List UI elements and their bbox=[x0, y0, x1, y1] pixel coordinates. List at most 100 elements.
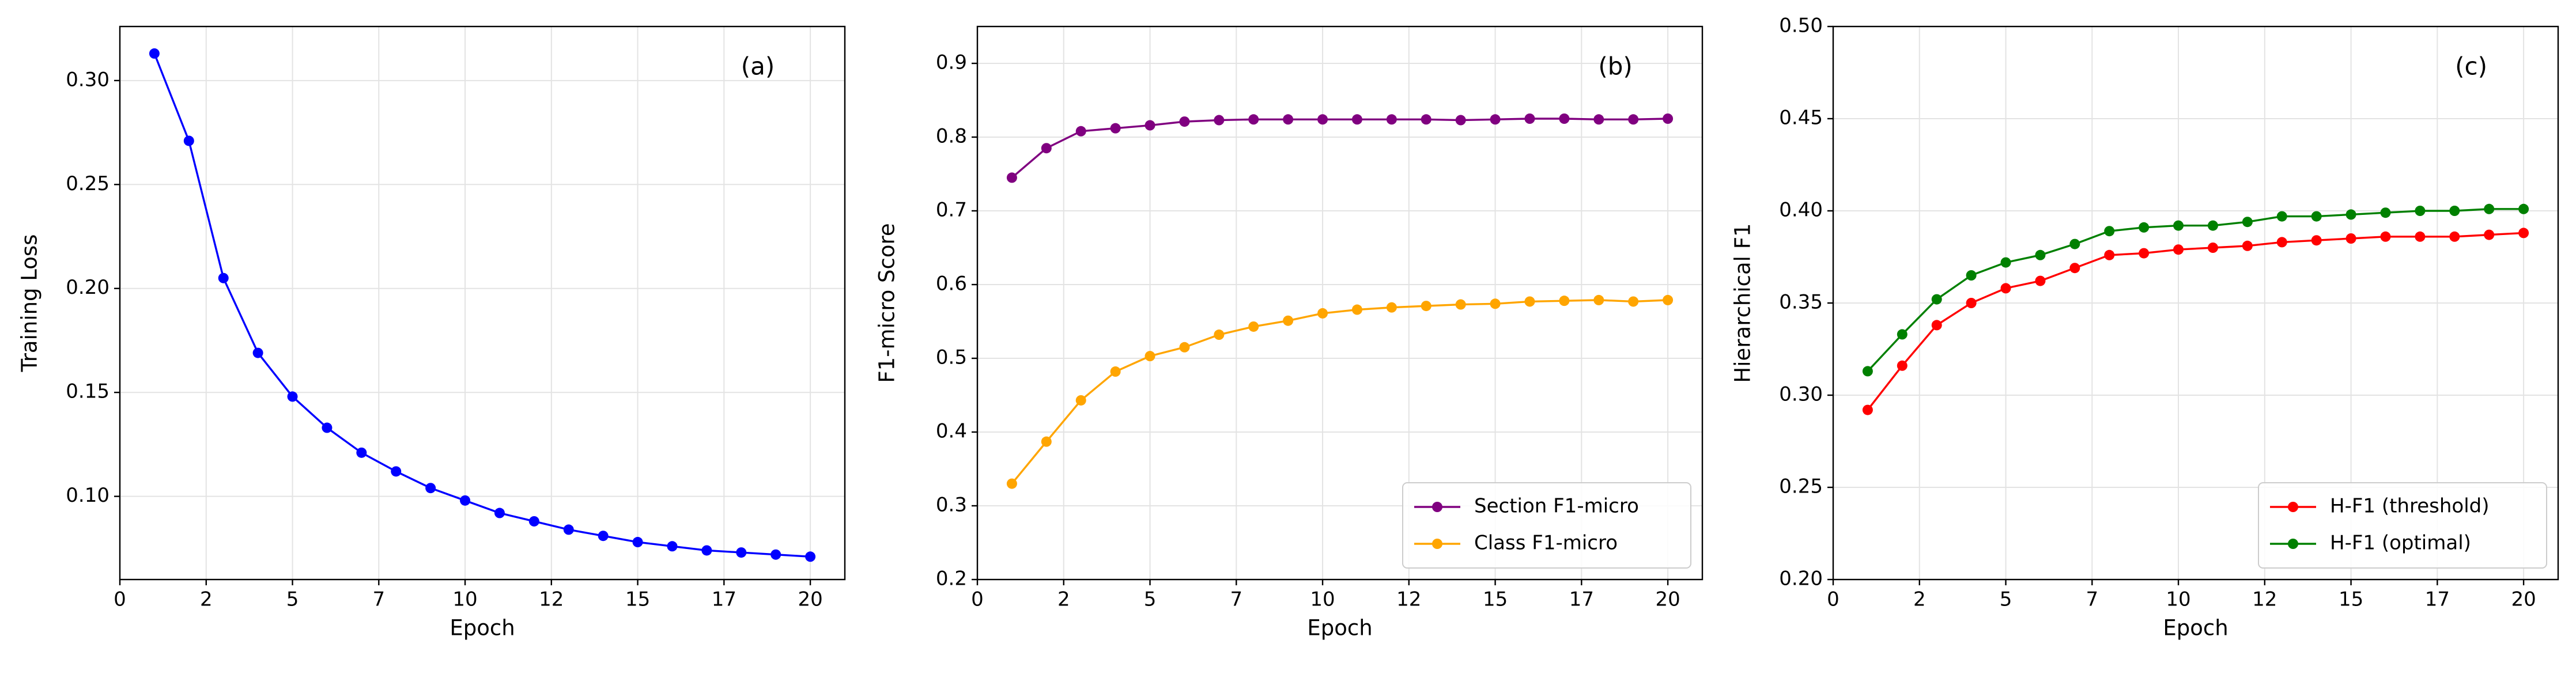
data-point bbox=[2069, 238, 2080, 249]
data-point bbox=[2311, 211, 2322, 222]
legend-marker bbox=[1432, 502, 1442, 512]
data-point bbox=[1351, 304, 1362, 315]
x-tick-label: 0 bbox=[114, 588, 126, 611]
data-point bbox=[2345, 233, 2356, 244]
data-point bbox=[1145, 120, 1155, 131]
data-point bbox=[1386, 114, 1397, 125]
series-line bbox=[1011, 299, 1668, 484]
data-point bbox=[1041, 436, 1052, 447]
x-tick-label: 5 bbox=[286, 588, 299, 611]
data-point bbox=[356, 447, 367, 458]
x-tick-label: 20 bbox=[2511, 588, 2536, 611]
data-point bbox=[287, 391, 298, 402]
x-tick-label: 12 bbox=[2252, 588, 2277, 611]
data-point bbox=[2104, 226, 2115, 237]
data-point bbox=[1145, 351, 1155, 362]
data-point bbox=[2104, 249, 2115, 260]
plot-frame bbox=[1832, 25, 2559, 581]
data-point bbox=[1386, 302, 1397, 313]
data-point bbox=[1179, 342, 1190, 353]
data-point bbox=[1317, 114, 1328, 125]
data-point bbox=[2276, 211, 2287, 222]
x-tick-label: 17 bbox=[712, 588, 736, 611]
y-tick-label: 0.25 bbox=[1779, 475, 1823, 498]
data-point bbox=[2484, 203, 2495, 214]
data-point bbox=[1966, 270, 1977, 281]
x-tick-label: 2 bbox=[200, 588, 213, 611]
y-tick-label: 0.30 bbox=[1779, 383, 1823, 406]
y-tick-label: 0.15 bbox=[66, 380, 109, 403]
data-point bbox=[1283, 114, 1294, 125]
data-point bbox=[667, 541, 678, 552]
data-point bbox=[494, 508, 505, 518]
data-point bbox=[1524, 113, 1535, 124]
y-tick-label: 0.10 bbox=[66, 484, 109, 507]
data-point bbox=[701, 545, 712, 556]
data-point bbox=[1421, 114, 1431, 125]
x-tick-label: 20 bbox=[1655, 588, 1680, 611]
series-line bbox=[153, 53, 811, 558]
data-point bbox=[1593, 114, 1604, 125]
y-tick-label: 0.40 bbox=[1779, 199, 1823, 222]
data-point bbox=[1248, 114, 1259, 125]
data-point bbox=[1490, 114, 1501, 125]
series-line bbox=[1867, 208, 2524, 372]
data-point bbox=[2484, 229, 2495, 240]
x-tick-label: 10 bbox=[452, 588, 477, 611]
data-point bbox=[1075, 126, 1086, 137]
data-point bbox=[1862, 366, 1873, 377]
data-point bbox=[1214, 115, 1225, 126]
x-tick-label: 17 bbox=[2425, 588, 2450, 611]
data-point bbox=[2069, 263, 2080, 274]
x-tick-label: 12 bbox=[539, 588, 564, 611]
data-point bbox=[2380, 231, 2391, 242]
data-point bbox=[2207, 220, 2218, 231]
legend-marker bbox=[2288, 539, 2298, 549]
y-tick-label: 0.25 bbox=[66, 172, 109, 195]
data-point bbox=[2415, 206, 2426, 216]
data-point bbox=[2000, 283, 2011, 294]
x-axis-label: Epoch bbox=[450, 616, 515, 641]
data-point bbox=[425, 483, 436, 494]
legend-label: Class F1-micro bbox=[1474, 532, 1618, 555]
data-point bbox=[1559, 296, 1570, 306]
data-point bbox=[391, 466, 402, 477]
data-point bbox=[1455, 299, 1466, 310]
x-axis-label: Epoch bbox=[1307, 616, 1372, 641]
data-point bbox=[736, 547, 747, 558]
x-tick-label: 15 bbox=[1483, 588, 1508, 611]
data-point bbox=[528, 516, 539, 527]
x-tick-label: 0 bbox=[971, 588, 984, 611]
data-point bbox=[770, 549, 781, 560]
data-point bbox=[149, 48, 160, 59]
legend-label: Section F1-micro bbox=[1474, 495, 1639, 518]
data-point bbox=[2276, 237, 2287, 248]
x-tick-label: 2 bbox=[1057, 588, 1070, 611]
y-tick-label: 0.8 bbox=[936, 125, 967, 148]
data-point bbox=[598, 531, 609, 542]
data-point bbox=[1075, 395, 1086, 406]
x-tick-label: 12 bbox=[1396, 588, 1421, 611]
y-axis-label: F1-micro Score bbox=[875, 223, 900, 383]
legend-marker bbox=[1432, 539, 1442, 549]
y-tick-label: 0.5 bbox=[936, 346, 967, 369]
x-tick-label: 7 bbox=[1230, 588, 1242, 611]
x-tick-label: 15 bbox=[2339, 588, 2363, 611]
panel-label: (a) bbox=[741, 52, 775, 81]
y-tick-label: 0.35 bbox=[1779, 291, 1823, 314]
data-point bbox=[2035, 249, 2046, 260]
legend-box bbox=[1402, 482, 1691, 569]
data-point bbox=[252, 347, 263, 358]
legend-marker bbox=[2288, 502, 2298, 512]
data-point bbox=[2139, 222, 2150, 233]
data-point bbox=[1110, 366, 1121, 377]
data-point bbox=[218, 272, 229, 283]
panel-label: (b) bbox=[1598, 52, 1632, 81]
data-point bbox=[2139, 248, 2150, 259]
data-point bbox=[1179, 116, 1190, 127]
legend: Section F1-micro Class F1-micro bbox=[1402, 482, 1691, 569]
x-tick-label: 15 bbox=[625, 588, 650, 611]
data-point bbox=[1006, 478, 1017, 489]
legend-label: H-F1 (optimal) bbox=[2330, 532, 2471, 555]
